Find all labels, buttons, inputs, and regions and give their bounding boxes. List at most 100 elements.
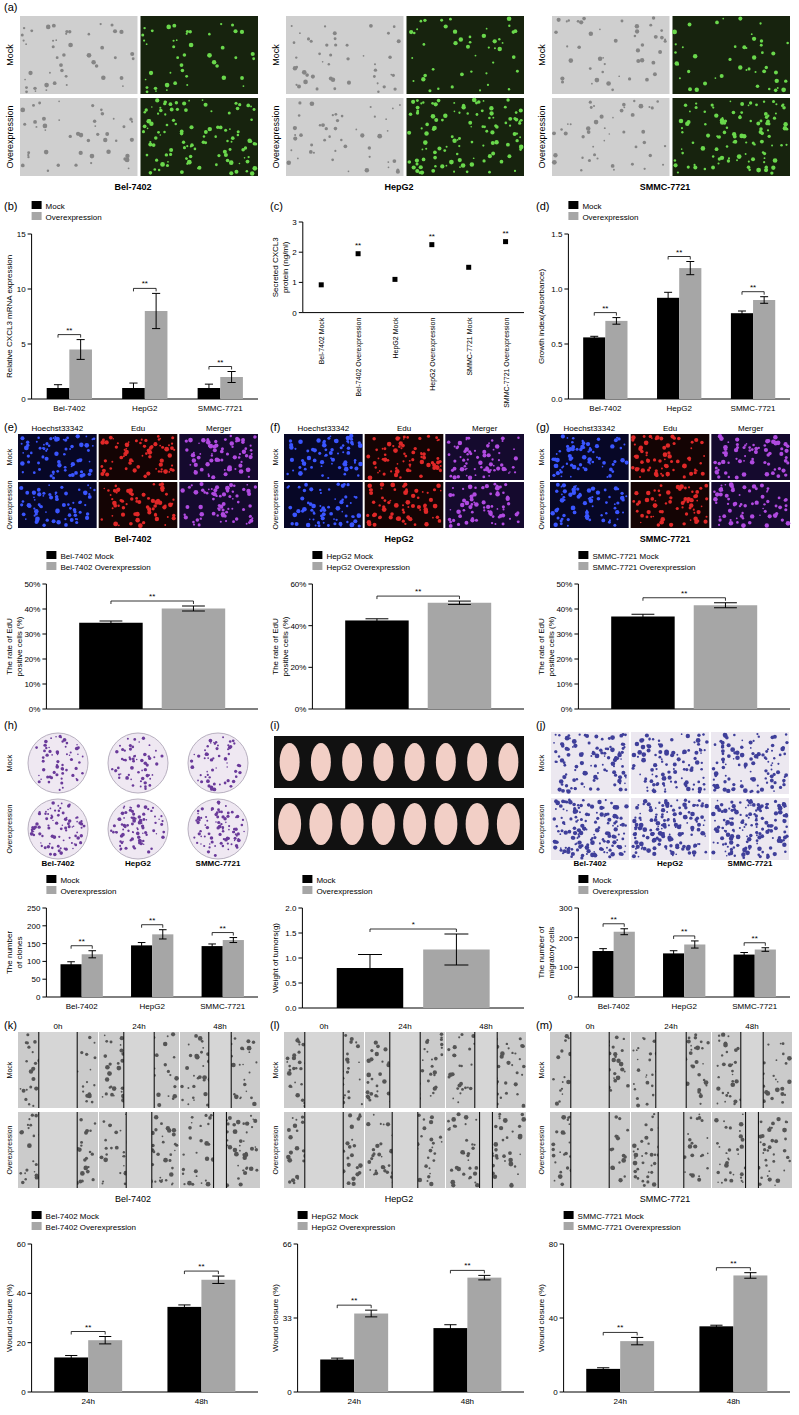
cell bbox=[419, 509, 421, 511]
cell bbox=[502, 440, 504, 442]
cell bbox=[289, 439, 292, 442]
cell bbox=[377, 90, 379, 92]
cell bbox=[487, 84, 489, 86]
cell bbox=[304, 468, 307, 471]
cell bbox=[86, 512, 89, 515]
cell bbox=[87, 53, 92, 58]
cell bbox=[466, 475, 468, 477]
cell bbox=[165, 493, 168, 496]
cell bbox=[597, 438, 600, 441]
cell bbox=[768, 135, 771, 138]
cell bbox=[20, 108, 25, 113]
cell bbox=[577, 20, 580, 23]
column-head: Hoechst33342 bbox=[32, 424, 84, 433]
cell bbox=[354, 462, 356, 464]
cell bbox=[155, 517, 159, 521]
cell bbox=[416, 99, 419, 102]
image bbox=[179, 482, 258, 528]
cell bbox=[331, 158, 334, 161]
cell bbox=[738, 116, 742, 120]
cell bbox=[378, 458, 380, 460]
cell bbox=[577, 467, 580, 470]
cell bbox=[491, 522, 493, 524]
cell bbox=[744, 444, 746, 446]
cell bbox=[606, 476, 608, 478]
cell bbox=[298, 101, 301, 104]
cell bbox=[219, 495, 222, 498]
cell bbox=[319, 489, 321, 491]
cell bbox=[686, 497, 691, 502]
image bbox=[141, 98, 259, 176]
image bbox=[99, 482, 178, 528]
cell bbox=[148, 455, 151, 458]
cell bbox=[664, 464, 668, 468]
cell bbox=[320, 492, 322, 494]
cell bbox=[323, 440, 326, 443]
cell bbox=[205, 462, 209, 466]
cell bbox=[592, 451, 594, 453]
cell bbox=[329, 53, 332, 56]
cell bbox=[327, 524, 330, 527]
cell bbox=[65, 33, 67, 35]
cell bbox=[728, 157, 730, 159]
cell bbox=[608, 496, 611, 499]
cell bbox=[100, 109, 103, 112]
cell bbox=[612, 117, 614, 119]
cell bbox=[653, 458, 656, 461]
cell bbox=[443, 113, 447, 117]
cell bbox=[366, 514, 369, 517]
cell bbox=[229, 483, 233, 487]
cell bbox=[631, 466, 635, 470]
cell bbox=[288, 485, 290, 487]
cell bbox=[66, 84, 68, 86]
cell bbox=[346, 440, 349, 443]
cell bbox=[42, 447, 44, 449]
cell bbox=[732, 141, 734, 143]
cell bbox=[631, 438, 634, 441]
cell bbox=[68, 30, 71, 33]
cell bbox=[35, 90, 37, 92]
cell bbox=[66, 437, 69, 440]
cell bbox=[235, 494, 238, 497]
cell bbox=[200, 517, 202, 519]
image bbox=[286, 98, 404, 176]
image-background bbox=[286, 98, 404, 176]
cell bbox=[341, 115, 344, 118]
cell bbox=[466, 439, 468, 441]
cell bbox=[641, 130, 645, 134]
cell bbox=[613, 524, 616, 527]
cell bbox=[774, 71, 778, 75]
cell bbox=[168, 471, 170, 473]
cell bbox=[518, 122, 521, 125]
cell bbox=[693, 509, 695, 511]
cell bbox=[405, 491, 407, 493]
cell bbox=[311, 75, 315, 79]
cell bbox=[655, 437, 658, 440]
cell bbox=[372, 437, 375, 440]
cell bbox=[249, 516, 251, 518]
cell bbox=[47, 169, 49, 171]
cell bbox=[307, 502, 310, 505]
cell bbox=[611, 470, 614, 473]
cell bbox=[488, 117, 491, 120]
cell bbox=[143, 125, 147, 129]
cell bbox=[153, 168, 156, 171]
cell bbox=[172, 24, 176, 28]
cell bbox=[106, 149, 110, 153]
cell bbox=[185, 439, 188, 442]
cell bbox=[780, 447, 783, 450]
cell bbox=[151, 29, 154, 32]
cell bbox=[294, 134, 296, 136]
cell bbox=[433, 504, 438, 509]
cell bbox=[378, 504, 380, 506]
cell bbox=[587, 488, 591, 492]
cell bbox=[244, 157, 246, 159]
cell bbox=[196, 518, 200, 522]
cell bbox=[727, 159, 730, 162]
cell bbox=[414, 523, 417, 526]
cell bbox=[27, 454, 30, 457]
cell bbox=[346, 44, 349, 47]
cell bbox=[572, 490, 576, 494]
cell bbox=[357, 513, 362, 518]
cell bbox=[459, 37, 463, 41]
